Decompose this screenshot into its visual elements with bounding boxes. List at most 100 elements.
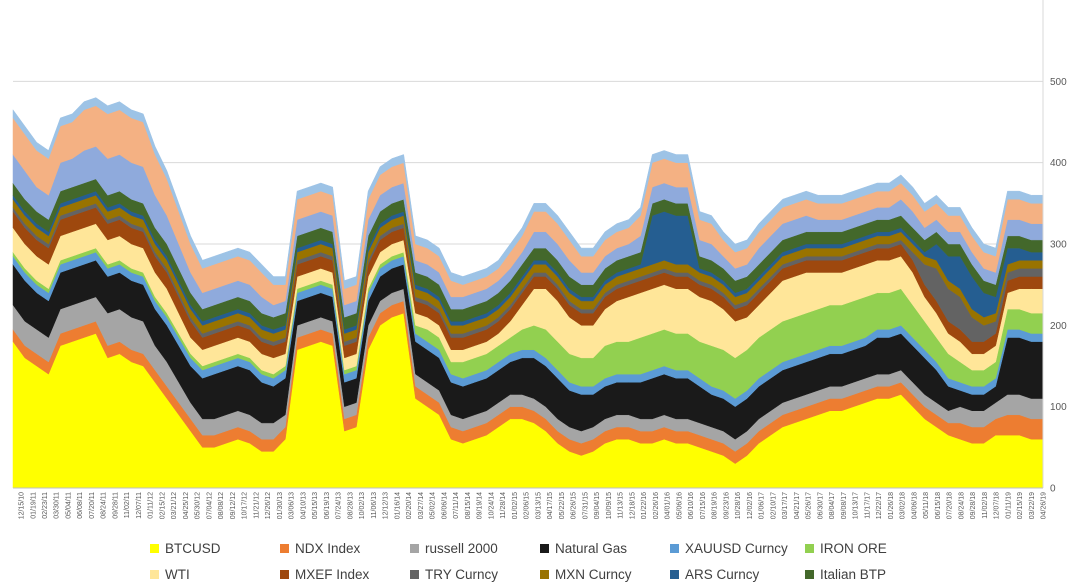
legend-item: TRY Curncy <box>410 564 540 584</box>
legend-item: IRON ORE <box>805 538 915 558</box>
x-tick-label: 04/21/17 <box>794 492 801 519</box>
legend-label: MXN Curncy <box>555 566 632 582</box>
legend-swatch <box>410 543 419 553</box>
x-tick-label: 11/06/13 <box>371 492 378 519</box>
legend-label: ARS Curncy <box>685 566 760 582</box>
x-tick-label: 03/17/17 <box>782 492 789 519</box>
x-tick-label: 10/28/16 <box>735 492 742 519</box>
x-tick-label: 08/28/13 <box>347 492 354 519</box>
legend-label: WTI <box>165 566 190 582</box>
x-tick-label: 12/22/17 <box>876 492 883 519</box>
x-tick-label: 03/13/15 <box>535 492 542 519</box>
x-tick-label: 03/06/13 <box>289 492 296 519</box>
x-tick-label: 05/11/18 <box>923 492 930 519</box>
y-tick-label: 200 <box>1050 321 1067 332</box>
x-tick-label: 02/15/12 <box>159 492 166 519</box>
legend-item: Italian BTP <box>805 564 915 584</box>
legend-label: Italian BTP <box>820 566 887 582</box>
x-tick-label: 05/22/15 <box>559 492 566 519</box>
x-tick-label: 03/30/11 <box>54 492 61 519</box>
x-tick-label: 03/02/18 <box>900 492 907 519</box>
x-tick-label: 08/04/17 <box>829 492 836 519</box>
y-tick-label: 400 <box>1050 158 1067 169</box>
x-tick-label: 03/22/19 <box>1029 492 1036 519</box>
x-tick-label: 08/08/12 <box>218 492 225 519</box>
x-tick-label: 02/15/19 <box>1017 492 1024 519</box>
legend-label: BTCUSD <box>165 540 221 556</box>
x-tick-label: 09/08/17 <box>841 492 848 519</box>
x-tick-label: 10/17/12 <box>242 492 249 519</box>
legend-swatch <box>150 543 159 553</box>
y-tick-label: 100 <box>1050 402 1067 413</box>
legend-swatch <box>670 543 679 553</box>
legend-label: russell 2000 <box>425 540 498 556</box>
x-tick-label: 01/30/13 <box>277 492 284 519</box>
x-tick-label: 01/02/15 <box>512 492 519 519</box>
y-tick-label: 300 <box>1050 240 1067 251</box>
legend-item: russell 2000 <box>410 538 540 558</box>
legend-item: BTCUSD <box>150 538 280 558</box>
legend: BTCUSD NDX Index russell 2000 Natural Gas XA… <box>150 538 910 584</box>
x-tick-label: 02/20/14 <box>406 492 413 519</box>
x-tick-label: 05/30/12 <box>195 492 202 519</box>
legend-label: XAUUSD Curncy <box>685 540 788 556</box>
x-tick-label: 06/08/11 <box>77 492 84 519</box>
legend-item: Natural Gas <box>540 538 670 558</box>
legend-swatch <box>280 543 289 553</box>
x-tick-label: 06/19/13 <box>324 492 331 519</box>
legend-item: XAUUSD Curncy <box>670 538 805 558</box>
x-tick-label: 11/17/17 <box>864 492 871 519</box>
x-tick-label: 12/07/11 <box>136 492 143 519</box>
x-tick-label: 07/11/14 <box>453 492 460 519</box>
x-tick-label: 06/06/14 <box>441 492 448 519</box>
legend-label: TRY Curncy <box>425 566 499 582</box>
x-tick-label: 10/24/14 <box>488 492 495 519</box>
legend-item: ARS Curncy <box>670 564 805 584</box>
x-tick-label: 01/19/11 <box>30 492 37 519</box>
x-tick-label: 09/28/11 <box>112 492 119 519</box>
x-tick-label: 12/07/18 <box>994 492 1001 519</box>
x-tick-label: 07/20/11 <box>89 492 96 519</box>
x-tick-label: 02/06/15 <box>524 492 531 519</box>
legend-swatch <box>150 569 159 579</box>
x-tick-label: 01/22/16 <box>641 492 648 519</box>
x-tick-label: 04/26/19 <box>1041 492 1048 519</box>
x-tick-label: 09/12/12 <box>230 492 237 519</box>
x-tick-label: 08/15/14 <box>465 492 472 519</box>
legend-item: MXEF Index <box>280 564 410 584</box>
x-tick-label: 12/15/10 <box>19 492 26 519</box>
x-tick-label: 04/10/13 <box>300 492 307 519</box>
x-tick-labels: 12/15/10 01/19/11 02/23/11 03/30/11 05/04/11… <box>19 492 1048 519</box>
x-tick-label: 10/02/13 <box>359 492 366 519</box>
x-tick-label: 01/11/12 <box>148 492 155 519</box>
x-tick-label: 12/12/13 <box>383 492 390 519</box>
legend-swatch <box>410 569 419 579</box>
y-tick-label: 0 <box>1050 484 1056 495</box>
x-tick-label: 07/20/18 <box>947 492 954 519</box>
x-tick-label: 07/15/16 <box>700 492 707 519</box>
legend-swatch <box>280 569 289 579</box>
y-tick-label: 500 <box>1050 77 1067 88</box>
x-tick-label: 01/06/17 <box>759 492 766 519</box>
x-tick-label: 04/06/18 <box>911 492 918 519</box>
x-tick-label: 09/28/18 <box>970 492 977 519</box>
legend-swatch <box>805 569 814 579</box>
x-tick-label: 05/04/11 <box>65 492 72 519</box>
legend-item: MXN Curncy <box>540 564 670 584</box>
x-tick-label: 06/10/16 <box>688 492 695 519</box>
x-tick-label: 12/18/15 <box>629 492 636 519</box>
x-tick-label: 10/09/15 <box>606 492 613 519</box>
legend-swatch <box>540 569 549 579</box>
x-tick-label: 04/25/12 <box>183 492 190 519</box>
series-areas <box>12 97 1044 489</box>
y-tick-labels: 0 100 200 300 400 500 <box>1050 77 1067 495</box>
legend-label: Natural Gas <box>555 540 628 556</box>
legend-swatch <box>540 543 549 553</box>
x-tick-label: 07/31/15 <box>582 492 589 519</box>
x-tick-label: 03/21/12 <box>171 492 178 519</box>
x-tick-label: 01/26/18 <box>888 492 895 519</box>
x-tick-label: 06/26/15 <box>571 492 578 519</box>
legend-label: IRON ORE <box>820 540 887 556</box>
legend-label: MXEF Index <box>295 566 370 582</box>
